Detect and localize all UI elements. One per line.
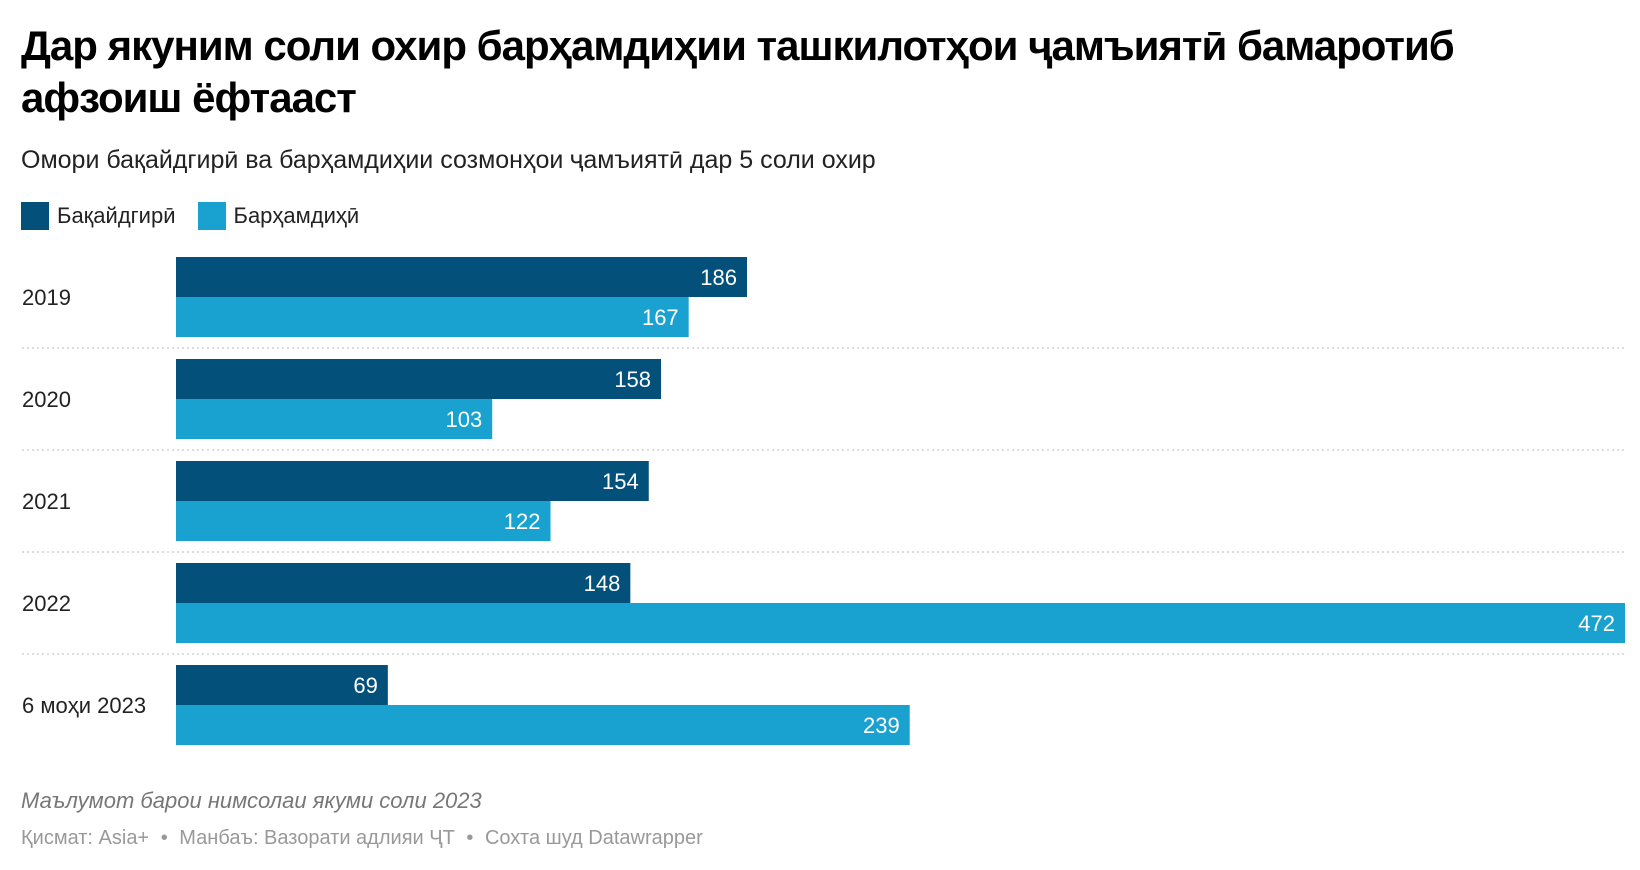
legend-item-liquidation: Барҳамдиҳӣ bbox=[197, 202, 360, 230]
chart-note: Маълумот барои нимсолаи якуми соли 2023 bbox=[21, 788, 482, 813]
bar-registration bbox=[176, 461, 649, 501]
bar-liquidation bbox=[176, 705, 910, 745]
data-label: 472 bbox=[1578, 611, 1615, 636]
data-label: 186 bbox=[700, 265, 737, 290]
separator: • bbox=[466, 827, 474, 849]
data-label: 158 bbox=[614, 367, 651, 392]
bar-liquidation bbox=[176, 399, 493, 439]
credit-tool: Сохта шуд Datawrapper bbox=[484, 827, 703, 849]
data-label: 103 bbox=[445, 407, 482, 432]
data-label: 69 bbox=[353, 673, 377, 698]
legend-swatch bbox=[21, 202, 49, 230]
data-label: 122 bbox=[504, 509, 541, 534]
data-label: 154 bbox=[602, 469, 639, 494]
bar-liquidation bbox=[176, 603, 1625, 643]
legend: Бақайдгирӣ Барҳамдиҳӣ bbox=[21, 202, 359, 230]
bar-registration bbox=[176, 665, 388, 705]
category-label: 2022 bbox=[22, 591, 71, 616]
bar-liquidation bbox=[176, 501, 551, 541]
legend-item-registration: Бақайдгирӣ bbox=[21, 202, 176, 230]
bar-registration bbox=[176, 257, 748, 297]
category-label: 2019 bbox=[22, 285, 71, 310]
bar-chart: 2019 186 167 2020 158 103 2021 154 122 2022 148 472… bbox=[22, 257, 1625, 745]
legend-label: Бақайдгирӣ bbox=[57, 203, 176, 228]
credits: Қисмат: Asia+ • Манбаъ: Вазорати адлияи … bbox=[21, 827, 709, 850]
separator: • bbox=[160, 827, 168, 849]
chart-title: Дар якуним соли охир барҳамдиҳии ташкило… bbox=[21, 22, 1455, 121]
category-label: 6 моҳи 2023 bbox=[22, 693, 146, 718]
data-label: 239 bbox=[863, 713, 900, 738]
bar-registration bbox=[176, 563, 631, 603]
credit-source: Манбаъ: Вазорати адлияи ҶТ bbox=[179, 827, 455, 849]
legend-label: Барҳамдиҳӣ bbox=[233, 203, 360, 228]
legend-swatch bbox=[197, 202, 226, 230]
bar-registration bbox=[176, 359, 662, 399]
data-label: 148 bbox=[584, 571, 621, 596]
credit-author: Қисмат: Asia+ bbox=[21, 827, 150, 849]
category-label: 2020 bbox=[22, 387, 71, 412]
bar-liquidation bbox=[176, 297, 689, 337]
data-label: 167 bbox=[642, 305, 679, 330]
category-label: 2021 bbox=[22, 489, 71, 514]
chart-subtitle: Омори бақайдгирӣ ва барҳамдиҳии созмонҳо… bbox=[21, 146, 876, 174]
